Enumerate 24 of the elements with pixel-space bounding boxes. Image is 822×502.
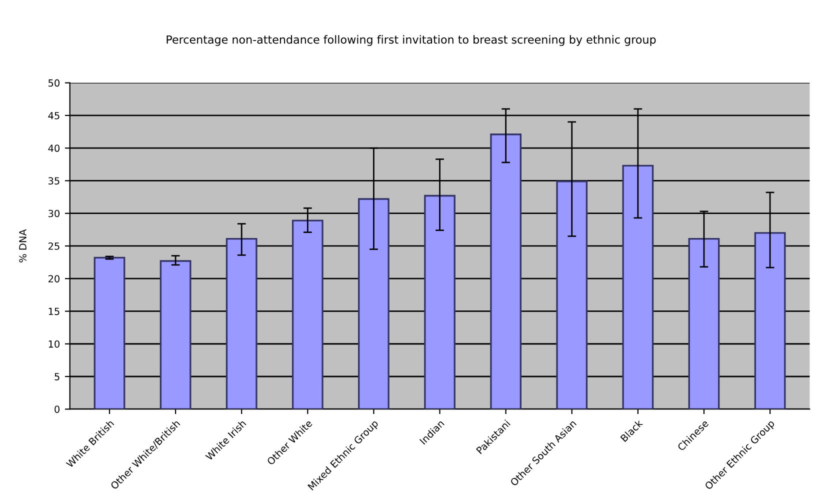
bar bbox=[622, 164, 654, 410]
y-tick-label: 40 bbox=[48, 144, 60, 152]
bar bbox=[754, 232, 786, 410]
y-tick-label: 50 bbox=[48, 79, 60, 87]
bar bbox=[226, 238, 258, 410]
bar bbox=[358, 198, 390, 410]
bar bbox=[556, 180, 588, 410]
y-tick-label: 0 bbox=[54, 406, 60, 413]
bar bbox=[490, 134, 522, 410]
y-tick-label: 45 bbox=[48, 112, 60, 120]
y-tick-label: 35 bbox=[48, 177, 60, 185]
y-tick-label: 5 bbox=[54, 373, 60, 380]
bar bbox=[292, 220, 324, 410]
chart-title: Percentage non-attendance following first invitation to breast screening by ethnic group bbox=[166, 35, 656, 46]
bar bbox=[94, 256, 126, 410]
bar bbox=[688, 238, 720, 410]
y-axis-title: % DNA bbox=[19, 229, 26, 262]
y-tick-label: 15 bbox=[48, 308, 60, 316]
bar bbox=[424, 194, 456, 410]
bar bbox=[160, 260, 192, 410]
y-tick-label: 30 bbox=[48, 210, 60, 218]
y-tick-label: 20 bbox=[48, 275, 60, 282]
y-tick-label: 10 bbox=[48, 340, 60, 348]
y-tick-label: 25 bbox=[48, 242, 60, 250]
